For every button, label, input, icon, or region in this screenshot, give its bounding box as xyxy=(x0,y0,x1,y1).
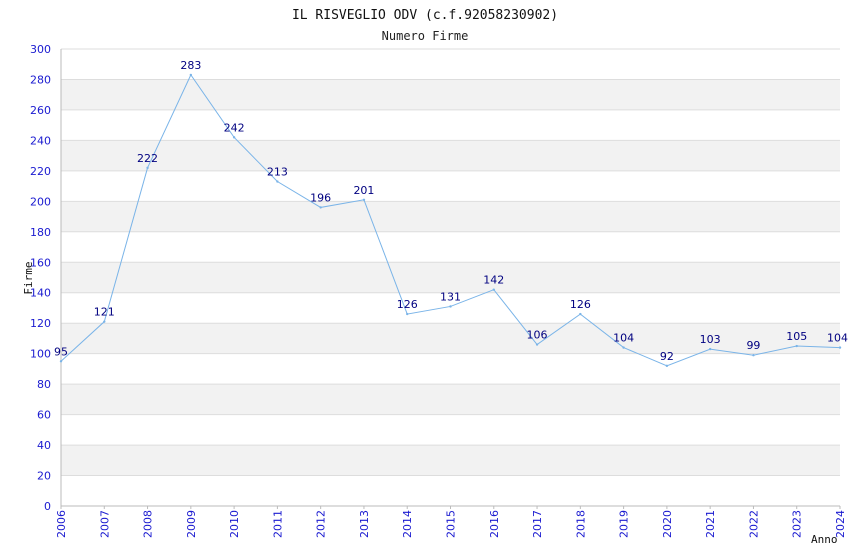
data-point xyxy=(708,347,712,351)
y-tick-label: 0 xyxy=(44,500,51,513)
x-tick-labels: 2006 2007 2008 2009 2010 2011 2012 2013 2014 2015… xyxy=(55,510,847,538)
y-tick-label: 20 xyxy=(37,470,51,483)
data-point xyxy=(449,305,452,308)
y-tick-label: 240 xyxy=(30,134,51,147)
x-tick-label: 2012 xyxy=(315,510,328,538)
data-label: 222 xyxy=(137,152,158,165)
gridlines xyxy=(61,48,840,507)
y-tick-label: 180 xyxy=(30,226,51,239)
x-tick-label: 2007 xyxy=(98,510,111,538)
data-point xyxy=(319,206,322,209)
data-label: 95 xyxy=(54,345,68,358)
x-tick-label: 2009 xyxy=(185,510,198,538)
x-tick-label: 2006 xyxy=(55,510,68,538)
y-tick-label: 280 xyxy=(30,73,51,86)
x-tick-label: 2010 xyxy=(228,510,241,538)
x-tick-label: 2017 xyxy=(531,510,544,538)
x-tick-label: 2024 xyxy=(834,510,847,538)
data-label: 99 xyxy=(746,339,760,352)
x-tick-label: 2011 xyxy=(271,510,284,538)
data-point xyxy=(59,360,63,363)
data-label: 104 xyxy=(613,332,634,345)
plot-band xyxy=(61,79,840,110)
plot-band xyxy=(61,445,840,476)
data-label: 283 xyxy=(180,59,201,72)
data-point xyxy=(535,343,539,346)
data-point xyxy=(276,180,279,183)
y-tick-label: 100 xyxy=(30,348,51,361)
chart-title: IL RISVEGLIO ODV (c.f.92058230902) xyxy=(292,8,558,23)
y-tick-label: 200 xyxy=(30,195,51,208)
data-point xyxy=(579,312,582,316)
data-point xyxy=(189,73,193,77)
data-label: 126 xyxy=(570,298,591,311)
x-tick-label: 2008 xyxy=(142,510,155,538)
plot-band xyxy=(61,140,840,171)
data-point xyxy=(103,320,106,323)
x-tick-label: 2023 xyxy=(791,510,804,538)
data-label: 201 xyxy=(353,184,374,197)
chart-subtitle: Numero Firme xyxy=(382,29,469,43)
data-point xyxy=(232,136,236,139)
y-tick-labels: 0 20 40 60 80 100 120 140 160 180 200 220 240 260 280 3… xyxy=(30,43,51,513)
y-tick-label: 220 xyxy=(30,165,51,178)
data-label: 121 xyxy=(94,306,115,319)
data-label: 242 xyxy=(224,121,245,134)
plot-band xyxy=(61,384,840,415)
y-tick-label: 260 xyxy=(30,104,51,117)
y-tick-label: 140 xyxy=(30,287,51,300)
data-labels: 95 121 222 283 242 213 196 201 126 131 142 106 126 10… xyxy=(54,59,848,363)
x-tick-label: 2016 xyxy=(488,510,501,538)
y-axis-label: Firme xyxy=(22,261,35,294)
series-group xyxy=(59,73,842,368)
y-tick-label: 120 xyxy=(30,317,51,330)
x-tick-label: 2021 xyxy=(704,510,717,538)
data-point xyxy=(795,344,798,348)
data-point xyxy=(622,346,625,349)
x-tick-label: 2013 xyxy=(358,510,371,538)
plot-band xyxy=(61,201,840,232)
data-label: 196 xyxy=(310,191,331,204)
data-label: 105 xyxy=(786,330,807,343)
data-point xyxy=(362,198,366,202)
data-label: 106 xyxy=(527,329,548,342)
plot-band xyxy=(61,262,840,293)
data-label: 142 xyxy=(483,274,504,287)
x-axis-label: Anno xyxy=(811,533,838,546)
axes xyxy=(60,49,841,509)
data-label: 103 xyxy=(700,333,721,346)
x-tick-label: 2020 xyxy=(661,510,674,538)
y-tick-label: 60 xyxy=(37,409,51,422)
data-label: 104 xyxy=(827,332,848,345)
x-tick-label: 2014 xyxy=(401,510,414,538)
y-tick-label: 40 xyxy=(37,439,51,452)
data-point xyxy=(146,166,149,170)
data-point xyxy=(406,312,409,316)
y-tick-label: 300 xyxy=(30,43,51,56)
data-point xyxy=(665,364,669,368)
data-point xyxy=(838,346,842,349)
data-label: 131 xyxy=(440,290,461,303)
plot-background-bands xyxy=(61,79,840,476)
x-tick-label: 2018 xyxy=(574,510,587,538)
x-tick-label: 2015 xyxy=(445,510,458,538)
data-label: 92 xyxy=(660,350,674,363)
y-tick-label: 160 xyxy=(30,256,51,269)
plot-band xyxy=(61,323,840,354)
x-tick-label: 2022 xyxy=(747,510,760,538)
y-tick-label: 80 xyxy=(37,378,51,391)
x-tick-label: 2019 xyxy=(618,510,631,538)
data-label: 213 xyxy=(267,166,288,179)
data-point xyxy=(492,288,495,291)
data-label: 126 xyxy=(397,298,418,311)
data-point xyxy=(752,353,755,357)
